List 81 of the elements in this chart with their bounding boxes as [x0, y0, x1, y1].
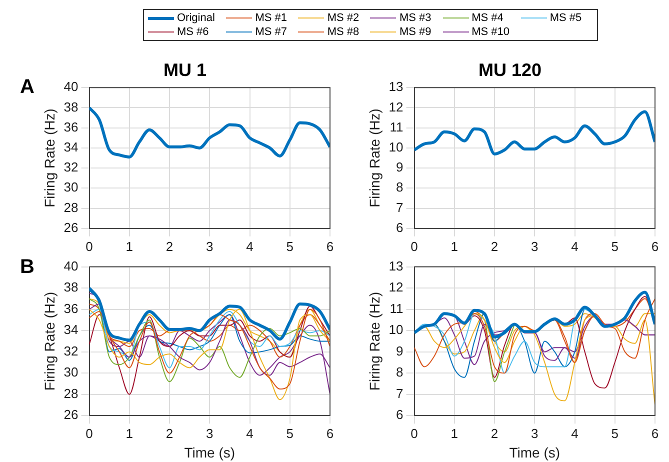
- x-tick-label: 0: [86, 238, 93, 254]
- x-tick-label: 0: [86, 426, 93, 441]
- legend-label: MS #7: [255, 26, 288, 38]
- y-tick-label: 6: [396, 407, 404, 422]
- y-tick-label: 32: [64, 343, 78, 358]
- y-tick-label: 34: [64, 322, 78, 338]
- x-tick-label: 5: [611, 238, 618, 254]
- y-tick-label: 40: [64, 79, 78, 94]
- y-tick-label: 28: [64, 200, 78, 215]
- x-tick-label: 2: [490, 238, 498, 254]
- x-tick-label: 5: [286, 238, 294, 254]
- x-axis-title: Time (s): [184, 444, 236, 460]
- y-tick-label: 30: [64, 180, 78, 195]
- x-tick-label: 1: [126, 238, 133, 254]
- y-tick-label: 38: [64, 99, 78, 114]
- y-tick-label: 26: [64, 407, 78, 422]
- x-tick-label: 2: [166, 426, 174, 441]
- x-tick-label: 1: [450, 238, 458, 254]
- text: B: [20, 256, 34, 279]
- y-tick-label: 12: [388, 280, 404, 295]
- x-tick-label: 2: [490, 426, 498, 441]
- chart-title: MU 120: [478, 60, 542, 80]
- x-tick-label: 4: [571, 426, 578, 441]
- y-tick-label: 32: [64, 160, 78, 175]
- y-tick-label: 36: [64, 300, 78, 316]
- x-tick-label: 2: [166, 238, 174, 254]
- y-axis-title: Firing Rate (Hz): [41, 292, 58, 391]
- x-tick-label: 1: [450, 426, 458, 441]
- y-tick-label: 12: [388, 99, 404, 114]
- x-tick-label: 1: [126, 426, 133, 441]
- text: A: [20, 76, 34, 99]
- legend-label: MS #1: [255, 12, 288, 24]
- y-tick-label: 26: [64, 220, 78, 235]
- x-tick-label: 6: [326, 426, 334, 441]
- y-tick-label: 28: [64, 386, 78, 401]
- y-tick-label: 9: [396, 343, 404, 358]
- legend-label: MS #3: [399, 12, 432, 24]
- x-tick-label: 3: [531, 426, 538, 441]
- y-tick-label: 34: [64, 140, 78, 155]
- y-tick-label: 11: [390, 300, 404, 316]
- legend-label: MS #10: [472, 26, 510, 38]
- x-axis-title: Time (s): [509, 444, 560, 460]
- legend-label: MS #6: [177, 26, 209, 38]
- x-tick-label: 6: [326, 238, 334, 254]
- x-tick-label: 4: [571, 238, 578, 254]
- y-tick-label: 8: [396, 364, 404, 380]
- y-tick-label: 10: [388, 322, 404, 338]
- y-tick-label: 11: [390, 119, 404, 134]
- y-tick-label: 13: [388, 258, 404, 274]
- y-tick-label: 7: [396, 200, 404, 215]
- y-tick-label: 7: [396, 386, 404, 401]
- y-tick-label: 6: [396, 220, 404, 235]
- x-tick-label: 3: [206, 238, 214, 254]
- chart-title: MU 1: [163, 60, 207, 80]
- x-tick-label: 0: [410, 426, 418, 441]
- y-tick-label: 10: [388, 140, 404, 155]
- y-tick-label: 36: [64, 119, 78, 134]
- legend-label: MS #2: [327, 12, 360, 24]
- x-tick-label: 6: [651, 238, 659, 254]
- y-tick-label: 13: [388, 79, 404, 94]
- y-axis-title: Firing Rate (Hz): [366, 292, 382, 391]
- legend-label: MS #5: [550, 12, 582, 24]
- y-tick-label: 8: [396, 180, 404, 195]
- x-tick-label: 6: [651, 426, 659, 441]
- x-tick-label: 3: [531, 238, 538, 254]
- y-tick-label: 30: [64, 364, 78, 380]
- y-axis-title: Firing Rate (Hz): [41, 108, 58, 208]
- y-tick-label: 38: [64, 280, 78, 295]
- x-tick-label: 5: [611, 426, 618, 441]
- x-tick-label: 4: [246, 426, 254, 441]
- y-tick-label: 40: [64, 258, 78, 274]
- x-tick-label: 3: [206, 426, 214, 441]
- legend-label: MS #9: [399, 26, 432, 38]
- legend-label: MS #4: [472, 12, 504, 24]
- y-axis-title: Firing Rate (Hz): [366, 108, 382, 208]
- legend-label: MS #8: [327, 26, 360, 38]
- x-tick-label: 5: [286, 426, 294, 441]
- y-tick-label: 9: [396, 160, 404, 175]
- x-tick-label: 4: [246, 238, 254, 254]
- legend-label: Original: [177, 12, 215, 24]
- x-tick-label: 0: [410, 238, 418, 254]
